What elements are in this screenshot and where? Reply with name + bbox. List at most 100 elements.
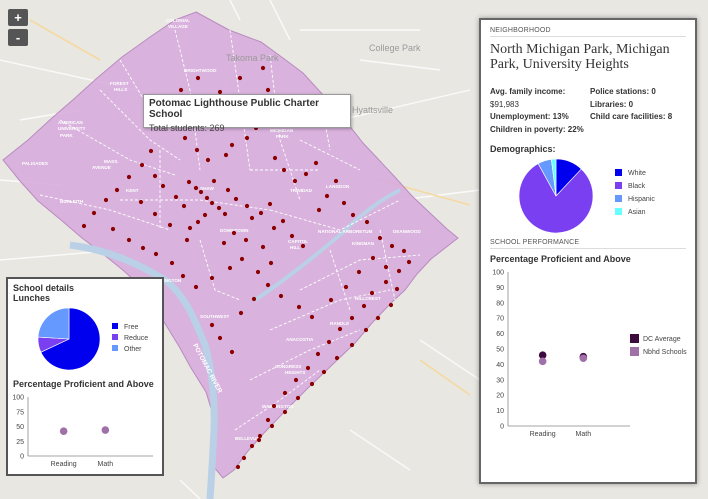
- school-marker[interactable]: [321, 369, 327, 375]
- school-marker[interactable]: [238, 310, 244, 316]
- school-marker[interactable]: [394, 286, 400, 292]
- school-marker[interactable]: [126, 237, 132, 243]
- school-marker[interactable]: [152, 211, 158, 217]
- school-marker[interactable]: [255, 269, 261, 275]
- school-marker[interactable]: [103, 197, 109, 203]
- school-marker[interactable]: [361, 303, 367, 309]
- school-marker[interactable]: [271, 403, 277, 409]
- school-marker[interactable]: [152, 173, 158, 179]
- school-marker[interactable]: [406, 259, 412, 265]
- school-marker[interactable]: [313, 160, 319, 166]
- school-marker[interactable]: [140, 245, 146, 251]
- school-marker[interactable]: [271, 225, 277, 231]
- zoom-in-button[interactable]: +: [8, 9, 28, 26]
- school-marker[interactable]: [244, 135, 250, 141]
- school-marker[interactable]: [389, 243, 395, 249]
- school-marker[interactable]: [293, 377, 299, 383]
- school-marker[interactable]: [193, 284, 199, 290]
- school-marker[interactable]: [167, 222, 173, 228]
- school-marker[interactable]: [265, 417, 271, 423]
- school-marker[interactable]: [377, 235, 383, 241]
- school-marker[interactable]: [256, 437, 262, 443]
- school-marker[interactable]: [260, 244, 266, 250]
- school-marker[interactable]: [160, 183, 166, 189]
- school-marker[interactable]: [383, 264, 389, 270]
- school-marker[interactable]: [280, 218, 286, 224]
- school-marker[interactable]: [187, 225, 193, 231]
- school-marker[interactable]: [303, 171, 309, 177]
- school-marker[interactable]: [356, 269, 362, 275]
- school-marker[interactable]: [282, 409, 288, 415]
- school-marker[interactable]: [349, 342, 355, 348]
- school-marker[interactable]: [209, 275, 215, 281]
- school-marker[interactable]: [324, 193, 330, 199]
- school-marker[interactable]: [305, 365, 311, 371]
- school-marker[interactable]: [243, 237, 249, 243]
- school-marker[interactable]: [333, 178, 339, 184]
- school-marker[interactable]: [257, 433, 263, 439]
- school-marker[interactable]: [260, 65, 266, 71]
- school-marker[interactable]: [295, 395, 301, 401]
- school-marker[interactable]: [198, 189, 204, 195]
- school-marker[interactable]: [114, 187, 120, 193]
- zoom-out-button[interactable]: -: [8, 29, 28, 46]
- school-marker[interactable]: [289, 233, 295, 239]
- school-marker[interactable]: [241, 455, 247, 461]
- school-marker[interactable]: [278, 293, 284, 299]
- school-marker[interactable]: [194, 147, 200, 153]
- school-marker[interactable]: [281, 167, 287, 173]
- school-marker[interactable]: [229, 349, 235, 355]
- school-marker[interactable]: [148, 148, 154, 154]
- school-marker[interactable]: [249, 443, 255, 449]
- school-marker[interactable]: [272, 155, 278, 161]
- school-marker[interactable]: [251, 296, 257, 302]
- school-marker[interactable]: [370, 255, 376, 261]
- school-marker[interactable]: [169, 260, 175, 266]
- school-marker[interactable]: [315, 351, 321, 357]
- school-marker[interactable]: [282, 390, 288, 396]
- school-marker[interactable]: [225, 187, 231, 193]
- school-marker[interactable]: [195, 219, 201, 225]
- school-marker[interactable]: [268, 260, 274, 266]
- school-marker[interactable]: [334, 355, 340, 361]
- school-marker[interactable]: [237, 75, 243, 81]
- school-marker[interactable]: [292, 178, 298, 184]
- school-marker[interactable]: [401, 248, 407, 254]
- school-marker[interactable]: [223, 152, 229, 158]
- school-marker[interactable]: [267, 201, 273, 207]
- school-marker[interactable]: [193, 185, 199, 191]
- school-marker[interactable]: [383, 279, 389, 285]
- school-marker[interactable]: [182, 135, 188, 141]
- school-marker[interactable]: [233, 196, 239, 202]
- school-marker[interactable]: [209, 200, 215, 206]
- school-marker[interactable]: [110, 226, 116, 232]
- school-marker[interactable]: [173, 194, 179, 200]
- school-marker[interactable]: [249, 215, 255, 221]
- school-marker[interactable]: [300, 243, 306, 249]
- school-marker[interactable]: [349, 315, 355, 321]
- school-marker[interactable]: [350, 212, 356, 218]
- school-marker[interactable]: [91, 210, 97, 216]
- school-marker[interactable]: [316, 207, 322, 213]
- school-marker[interactable]: [195, 75, 201, 81]
- school-marker[interactable]: [221, 240, 227, 246]
- school-marker[interactable]: [209, 322, 215, 328]
- school-marker[interactable]: [153, 251, 159, 257]
- school-marker[interactable]: [244, 203, 250, 209]
- school-marker[interactable]: [341, 200, 347, 206]
- school-marker[interactable]: [364, 219, 370, 225]
- school-marker[interactable]: [296, 304, 302, 310]
- school-marker[interactable]: [184, 237, 190, 243]
- school-marker[interactable]: [181, 203, 187, 209]
- school-marker[interactable]: [178, 87, 184, 93]
- school-marker[interactable]: [363, 327, 369, 333]
- school-marker[interactable]: [388, 302, 394, 308]
- school-marker[interactable]: [211, 178, 217, 184]
- school-marker[interactable]: [139, 162, 145, 168]
- school-marker[interactable]: [265, 282, 271, 288]
- school-marker[interactable]: [204, 195, 210, 201]
- school-marker[interactable]: [217, 89, 223, 95]
- school-marker[interactable]: [309, 314, 315, 320]
- school-marker[interactable]: [216, 205, 222, 211]
- school-marker[interactable]: [309, 381, 315, 387]
